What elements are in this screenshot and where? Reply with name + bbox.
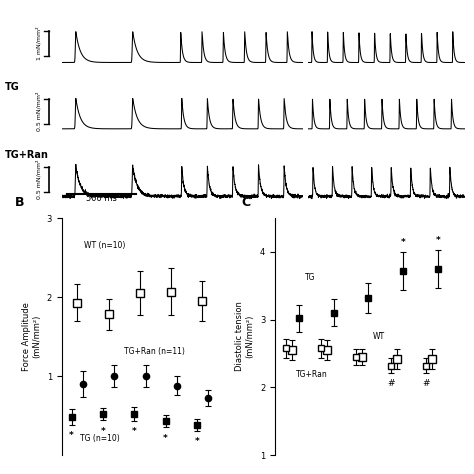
Text: #: # bbox=[422, 379, 429, 388]
Text: TG+Ran: TG+Ran bbox=[296, 370, 328, 379]
Text: *: * bbox=[100, 427, 105, 436]
Text: TG: TG bbox=[305, 273, 315, 283]
Text: 0.5 mN/mm²: 0.5 mN/mm² bbox=[36, 91, 41, 131]
Text: #: # bbox=[387, 379, 394, 388]
Text: 1 mN/mm²: 1 mN/mm² bbox=[36, 27, 41, 60]
Text: TG+Ran (n=11): TG+Ran (n=11) bbox=[124, 347, 185, 356]
Text: B: B bbox=[15, 196, 25, 209]
Text: *: * bbox=[194, 437, 199, 446]
Text: TG: TG bbox=[5, 82, 19, 92]
Text: *: * bbox=[163, 434, 168, 443]
Text: WT: WT bbox=[373, 332, 385, 341]
Text: *: * bbox=[401, 238, 406, 247]
Text: 0.5 mN/mm²: 0.5 mN/mm² bbox=[36, 160, 41, 199]
Text: TG+Ran: TG+Ran bbox=[5, 150, 49, 160]
Text: *: * bbox=[436, 236, 440, 245]
Text: TG (n=10): TG (n=10) bbox=[81, 434, 120, 443]
Text: *: * bbox=[69, 431, 74, 440]
Text: WT (n=10): WT (n=10) bbox=[83, 241, 125, 250]
Y-axis label: Diastolic tension
(mN/mm²): Diastolic tension (mN/mm²) bbox=[235, 301, 254, 372]
Y-axis label: Force Amplitude
(mN/mm²): Force Amplitude (mN/mm²) bbox=[22, 302, 41, 371]
Text: C: C bbox=[242, 196, 251, 209]
Text: *: * bbox=[132, 428, 137, 437]
Text: 500 ms: 500 ms bbox=[86, 194, 117, 203]
